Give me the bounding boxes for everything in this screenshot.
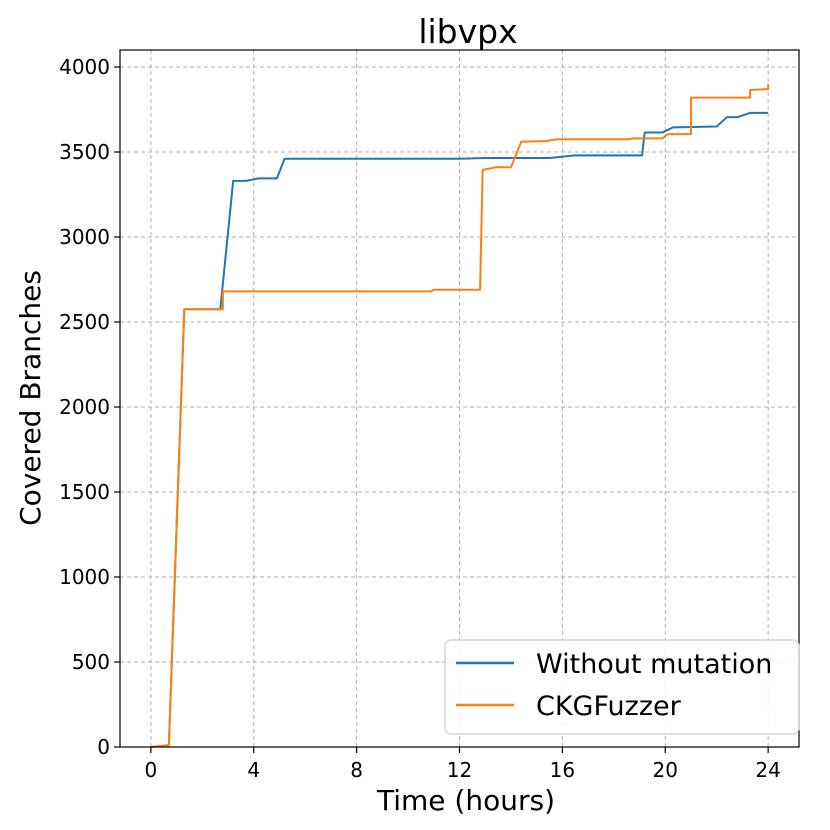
y-tick-label: 0 bbox=[97, 735, 110, 759]
x-axis-label: Time (hours) bbox=[376, 784, 555, 817]
y-tick-label: 2000 bbox=[59, 395, 110, 419]
x-tick-label: 8 bbox=[350, 758, 363, 782]
x-tick-label: 20 bbox=[653, 758, 678, 782]
series-layer bbox=[150, 84, 770, 748]
series-line-without-mutation bbox=[150, 111, 769, 748]
x-tick-label: 24 bbox=[755, 758, 780, 782]
tick-layer: 0 4 8 12 16 20 24 0 500 1000 1500 2000 2500 3000 3500 4… bbox=[59, 55, 781, 782]
x-tick-label: 0 bbox=[144, 758, 157, 782]
y-tick-label: 4000 bbox=[59, 55, 110, 79]
legend-label-without-mutation: Without mutation bbox=[536, 649, 772, 680]
y-axis-label: Covered Branches bbox=[14, 270, 47, 526]
y-tick-label: 1000 bbox=[59, 565, 110, 589]
y-tick-label: 3500 bbox=[59, 140, 110, 164]
legend: Without mutation CKGFuzzer bbox=[444, 639, 800, 735]
y-tick-label: 1500 bbox=[59, 480, 110, 504]
x-tick-label: 4 bbox=[247, 758, 260, 782]
y-tick-label: 3000 bbox=[59, 225, 110, 249]
y-tick-label: 2500 bbox=[59, 310, 110, 334]
series-line-ckgfuzzer bbox=[150, 84, 770, 748]
legend-box bbox=[444, 639, 800, 735]
x-tick-label: 12 bbox=[447, 758, 472, 782]
chart-title: libvpx bbox=[418, 12, 517, 51]
x-tick-label: 16 bbox=[550, 758, 575, 782]
legend-label-ckgfuzzer: CKGFuzzer bbox=[536, 691, 682, 722]
y-tick-label: 500 bbox=[72, 650, 110, 674]
